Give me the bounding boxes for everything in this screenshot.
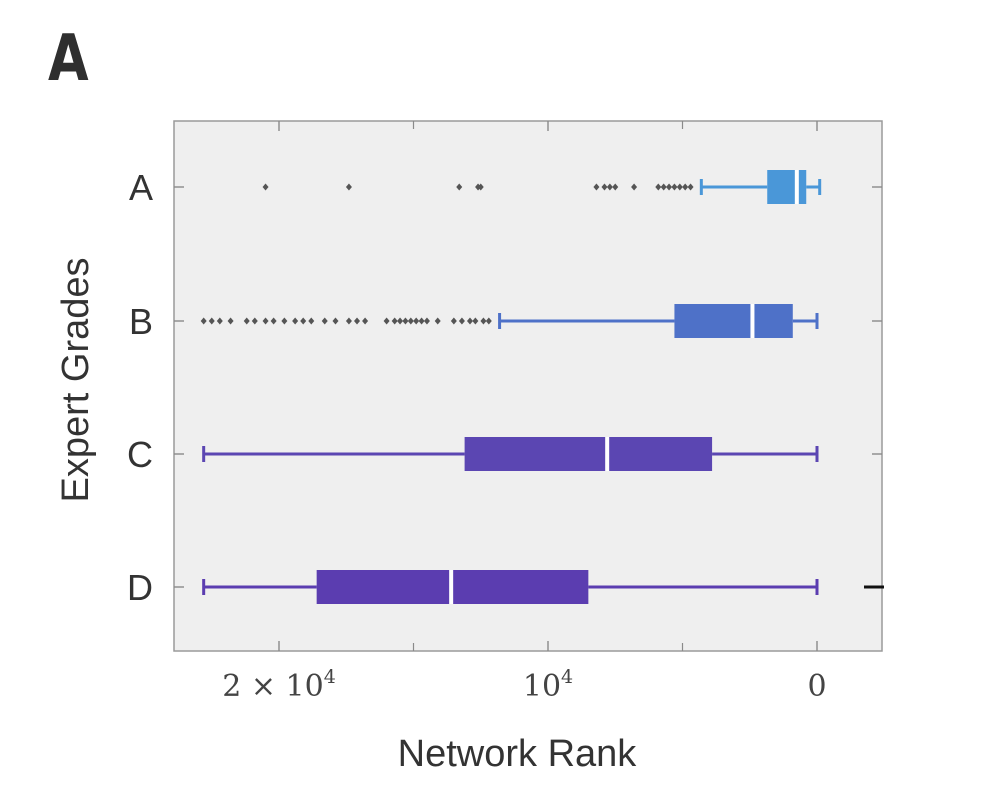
x-tick-label-main: 10 <box>523 669 561 704</box>
x-tick-label: 104 <box>523 666 573 704</box>
x-tick-label-main: 0 <box>807 669 826 704</box>
y-axis-label: Expert Grades <box>55 258 97 503</box>
x-tick-label-exponent: 4 <box>324 666 336 688</box>
x-tick-label-main: 2 × 10 <box>222 669 323 704</box>
box-b <box>674 304 792 338</box>
box-a <box>767 170 806 204</box>
x-tick-labels: 2 × 104 104 0 <box>222 666 826 704</box>
x-tick-label: 2 × 104 <box>222 666 336 704</box>
y-tick-labels: A B C D <box>127 167 153 608</box>
y-tick-label-c: C <box>127 434 153 475</box>
x-axis-label: Network Rank <box>398 733 638 775</box>
y-tick-label-b: B <box>129 301 153 342</box>
x-tick-label: 0 <box>807 669 826 704</box>
y-tick-label-a: A <box>129 167 153 208</box>
box-c <box>465 437 712 471</box>
x-tick-label-exponent: 4 <box>561 666 573 688</box>
y-tick-label-d: D <box>127 567 153 608</box>
